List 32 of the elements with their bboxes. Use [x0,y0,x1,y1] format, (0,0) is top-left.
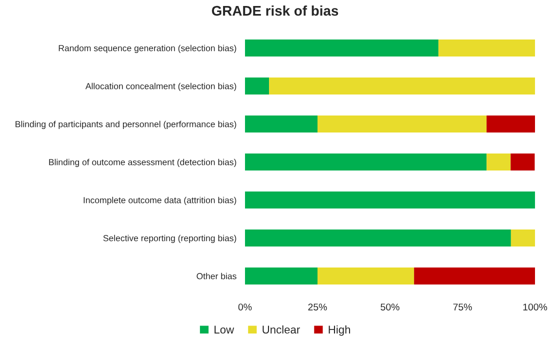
bar [438,39,535,57]
x-tick-label: 25% [308,304,327,310]
bar [245,77,270,95]
x-tick-label: 50% [380,304,400,310]
bar [486,115,535,133]
y-tick-label: Allocation concealment (selection bias) [85,82,236,91]
y-tick-label: Blinding of outcome assessment (detection bias) [49,158,236,167]
legend-label: High [328,325,350,336]
bar [245,229,511,247]
bar [510,153,535,171]
legend-label: Unclear [262,325,300,334]
y-tick-label: Incomplete outcome data (attrition bias) [84,196,236,205]
y-tick-label: Other bias [196,272,236,280]
x-tick-label: 100% [523,304,548,310]
bar [510,229,535,247]
bar [414,267,535,285]
bar [245,39,438,57]
x-tick-label: 75% [453,304,472,310]
y-tick-label: Blinding of participants and personnel (performance bias) [16,120,236,129]
bar [245,153,487,171]
bar [245,191,535,209]
bar [245,267,318,285]
bar [269,77,535,95]
bar [245,115,318,133]
x-tick-label: 0% [238,304,252,310]
legend-label: Low [214,326,234,334]
y-tick-label: Selective reporting (reporting bias) [103,234,236,243]
bar [318,115,487,133]
chart-title: GRADE risk of bias [212,6,338,16]
y-tick-label: Random sequence generation (selection bias) [58,44,236,53]
bar [486,153,511,171]
bar [318,267,414,285]
